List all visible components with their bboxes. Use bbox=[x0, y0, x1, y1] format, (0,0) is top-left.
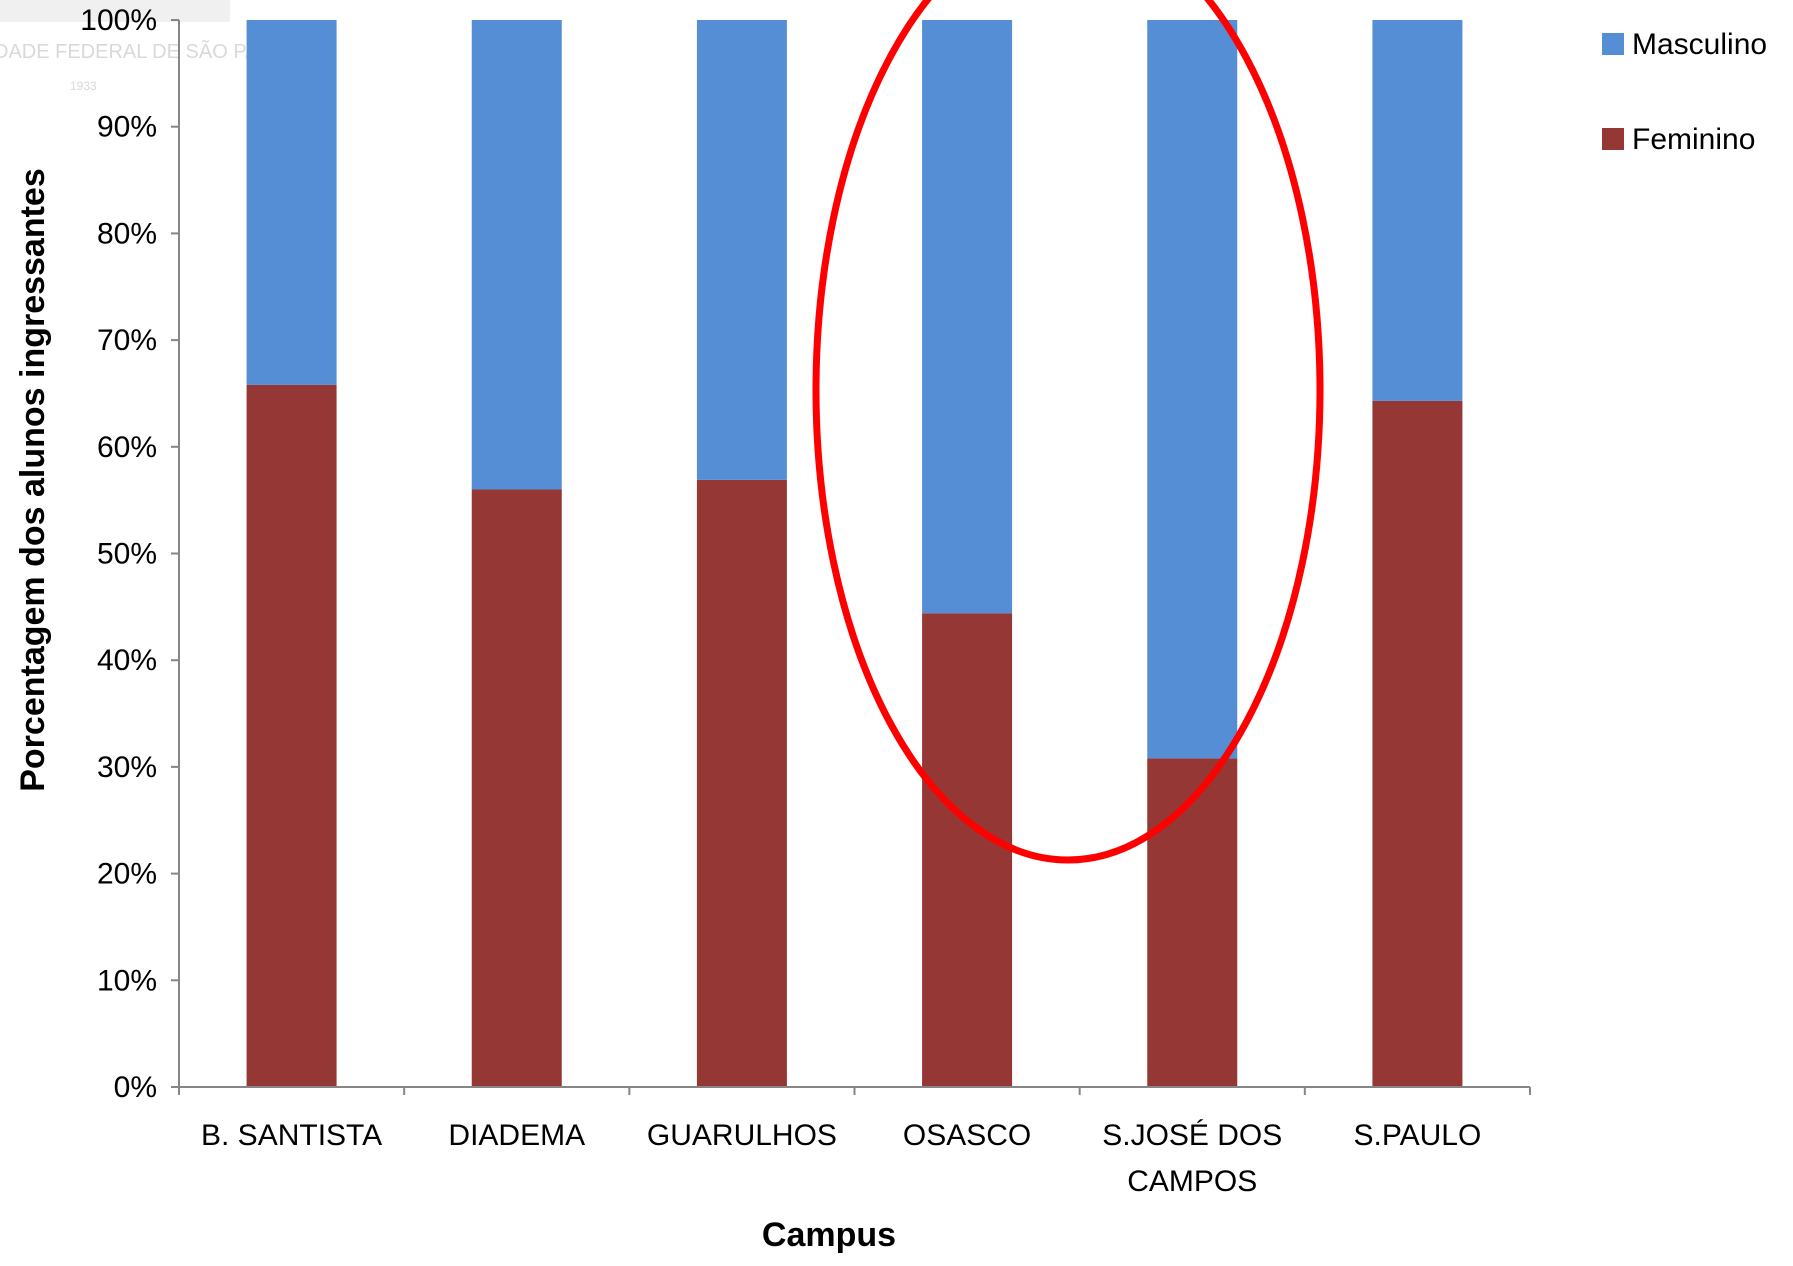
legend-label-masculino: Masculino bbox=[1632, 28, 1767, 61]
legend-swatch-feminino bbox=[1602, 128, 1624, 150]
x-tick-labels: B. SANTISTA DIADEMA GUARULHOS OSASCO S.JOSÉ … bbox=[201, 1119, 1481, 1198]
watermark-text: DADE FEDERAL DE SÃO PAU bbox=[0, 39, 273, 63]
y-tick-label: 10% bbox=[97, 964, 157, 997]
bar-masculino-3 bbox=[922, 20, 1013, 614]
y-tick-label: 70% bbox=[97, 324, 157, 357]
axes-layer bbox=[171, 19, 1531, 1095]
y-tick-label: 40% bbox=[97, 644, 157, 677]
y-tick-label: 30% bbox=[97, 751, 157, 784]
bar-feminino-1 bbox=[471, 489, 562, 1088]
highlight-ellipse bbox=[812, 0, 1324, 864]
bar-feminino-2 bbox=[696, 479, 787, 1087]
legend: Masculino Feminino bbox=[1602, 28, 1767, 156]
y-axis-title: Porcentagem dos alunos ingressantes bbox=[14, 168, 52, 792]
bar-feminino-4 bbox=[1147, 758, 1238, 1087]
x-tick-label: S.PAULO bbox=[1354, 1119, 1482, 1152]
legend-label-feminino: Feminino bbox=[1632, 123, 1755, 156]
y-tick-label: 100% bbox=[80, 4, 157, 37]
watermark: DADE FEDERAL DE SÃO PAU 1933 bbox=[0, 0, 273, 93]
bar-masculino-4 bbox=[1147, 20, 1238, 759]
x-tick-label: GUARULHOS bbox=[647, 1119, 837, 1152]
y-tick-label: 20% bbox=[97, 858, 157, 891]
y-tick-label: 0% bbox=[114, 1071, 157, 1104]
bar-masculino-1 bbox=[471, 20, 562, 490]
bars-layer bbox=[246, 20, 1463, 1088]
y-tick-label: 50% bbox=[97, 538, 157, 571]
bar-masculino-5 bbox=[1372, 20, 1463, 401]
y-tick-label: 90% bbox=[97, 111, 157, 144]
x-tick-label: B. SANTISTA bbox=[201, 1119, 382, 1152]
bar-masculino-0 bbox=[246, 20, 337, 385]
y-tick-labels: 0% 10% 20% 30% 40% 50% 60% 70% 80% 90% 100% bbox=[80, 4, 157, 1104]
bar-masculino-2 bbox=[696, 20, 787, 480]
bar-feminino-0 bbox=[246, 384, 337, 1087]
y-tick-label: 80% bbox=[97, 217, 157, 250]
x-tick-label: CAMPOS bbox=[1127, 1165, 1257, 1198]
x-axis-title: Campus bbox=[762, 1216, 896, 1254]
x-tick-label: OSASCO bbox=[903, 1119, 1031, 1152]
bar-feminino-3 bbox=[922, 613, 1013, 1087]
bar-feminino-5 bbox=[1372, 400, 1463, 1087]
y-tick-label: 60% bbox=[97, 431, 157, 464]
legend-swatch-masculino bbox=[1602, 33, 1624, 55]
x-tick-label: DIADEMA bbox=[448, 1119, 585, 1152]
watermark-year: 1933 bbox=[70, 79, 97, 93]
x-tick-label: S.JOSÉ DOS bbox=[1102, 1119, 1282, 1152]
